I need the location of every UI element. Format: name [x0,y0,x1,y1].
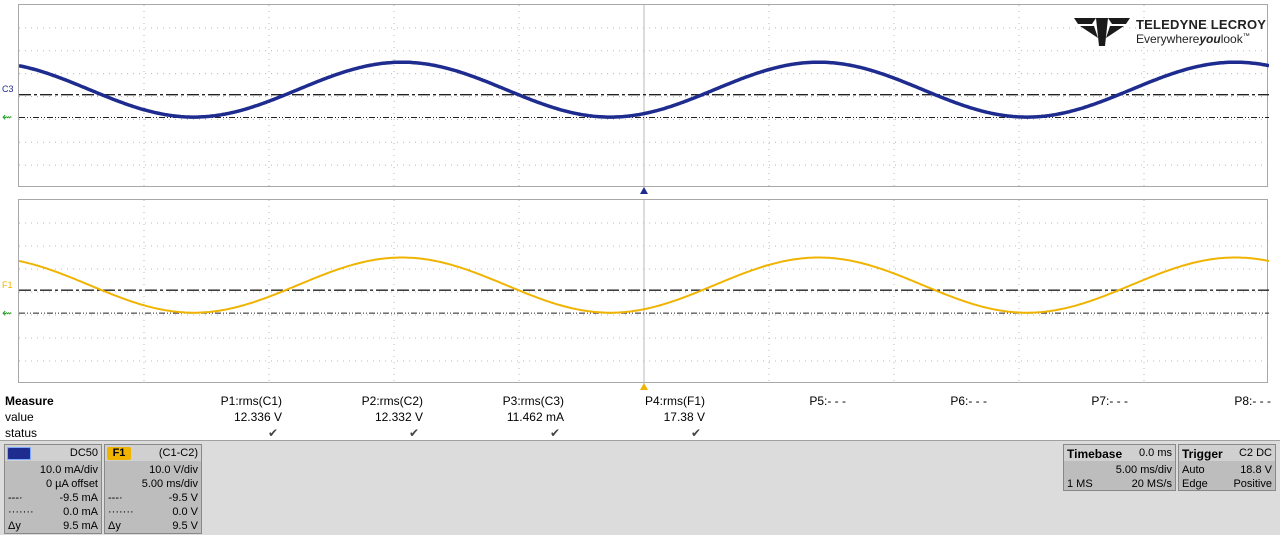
bottom-control-bar: C3 DC50 10.0 mA/div 0 µA offset ---· -9.5… [0,440,1280,535]
c3-delta-y-value: 9.5 mA [63,520,98,532]
trigger-source: C2 DC [1238,447,1272,459]
f1-vdiv: 10.0 V/div [149,464,198,476]
c3-channel-label: C3 [2,84,14,94]
c3-badge: C3 [7,447,31,460]
c3-cursor2-value: 0.0 mA [63,506,98,518]
c3-cursor2-label: ······· [8,506,34,518]
measure-param-2-value: 12.332 V [374,410,423,424]
trigger-mode: Auto [1182,464,1205,476]
f1-delta-y-label: Δy [108,520,121,532]
timebase-delay: 0.0 ms [1138,447,1172,459]
c3-coupling: DC50 [69,447,98,459]
measure-param-1-status-icon: ✔ [268,426,279,440]
measure-param-1-name[interactable]: P1:rms(C1) [220,394,282,408]
c3-waveform-plot [19,5,1269,188]
brand-logo: TELEDYNE LECROY Everywhereyoulook™ [1074,14,1270,50]
measure-param-4-name[interactable]: P4:rms(F1) [645,394,705,408]
f1-cursor2-label: ······· [108,506,134,518]
measure-param-2-name[interactable]: P2:rms(C2) [361,394,423,408]
waveform-grid-f1[interactable] [18,199,1269,384]
c3-vdiv: 10.0 mA/div [39,464,98,476]
f1-tdiv: 5.00 ms/div [141,478,198,490]
measure-table[interactable]: Measure value status P1:rms(C1) 12.336 V ✔… [0,392,1280,440]
f1-cursor1-label: ---· [108,492,123,504]
timebase-rate: 20 MS/s [1131,478,1172,490]
f1-delta-y-value: 9.5 V [172,520,198,532]
status-row-label: status [5,426,38,440]
measure-param-5-name[interactable]: P5:- - - [809,394,846,408]
value-row-label: value [5,410,34,424]
timebase-tile[interactable]: Timebase 0.0 ms 5.00 ms/div 1 MS 20 MS/s [1063,444,1176,491]
c3-trace [19,60,1269,119]
measure-param-1-value: 12.336 V [233,410,282,424]
brand-tagline: Everywhereyoulook™ [1136,32,1250,46]
c3-cursor1-value: -9.5 mA [59,492,98,504]
trigger-position-marker-bottom[interactable] [640,383,648,390]
measure-row-header: Measure [5,394,54,408]
waveform-grid-c3[interactable] [18,4,1269,188]
measure-param-4-value: 17.38 V [663,410,705,424]
teledyne-logo-icon [1074,18,1130,46]
measure-param-4-status-icon: ✔ [691,426,702,440]
c3-cursor-arrow-icon: ⇜ [2,110,13,124]
trigger-level: 18.8 V [1240,464,1272,476]
trigger-tile[interactable]: Trigger C2 DC Auto 18.8 V Edge Positive [1178,444,1276,491]
measure-param-3-status-icon: ✔ [550,426,561,440]
f1-trace [19,256,1269,314]
measure-param-3-name[interactable]: P3:rms(C3) [502,394,564,408]
c3-descriptor-tile[interactable]: C3 DC50 10.0 mA/div 0 µA offset ---· -9.5… [4,444,102,534]
c3-delta-y-label: Δy [8,520,21,532]
f1-waveform-plot [19,200,1269,384]
brand-name: TELEDYNE LECROY [1136,17,1267,32]
timebase-tdiv: 5.00 ms/div [1115,464,1172,476]
trigger-slope: Positive [1233,478,1272,490]
c3-cursor1-label: ---· [8,492,23,504]
timebase-title: Timebase [1067,447,1123,461]
measure-param-7-name[interactable]: P7:- - - [1091,394,1128,408]
f1-descriptor-tile[interactable]: F1 (C1-C2) 10.0 V/div 5.00 ms/div ---· -9… [104,444,202,534]
f1-cursor-arrow-icon: ⇜ [2,306,13,320]
trigger-type: Edge [1182,478,1208,490]
c3-offset: 0 µA offset [45,478,98,490]
f1-channel-label: F1 [2,280,13,290]
f1-badge: F1 [107,447,131,460]
timebase-points: 1 MS [1067,478,1093,490]
measure-param-2-status-icon: ✔ [409,426,420,440]
measure-param-3-value: 11.462 mA [506,410,564,424]
measure-param-6-name[interactable]: P6:- - - [950,394,987,408]
f1-cursor2-value: 0.0 V [172,506,198,518]
trigger-title: Trigger [1182,447,1223,461]
f1-cursor1-value: -9.5 V [168,492,198,504]
trigger-position-marker-top[interactable] [640,187,648,194]
measure-param-8-name[interactable]: P8:- - - [1234,394,1271,408]
f1-function: (C1-C2) [158,447,198,459]
